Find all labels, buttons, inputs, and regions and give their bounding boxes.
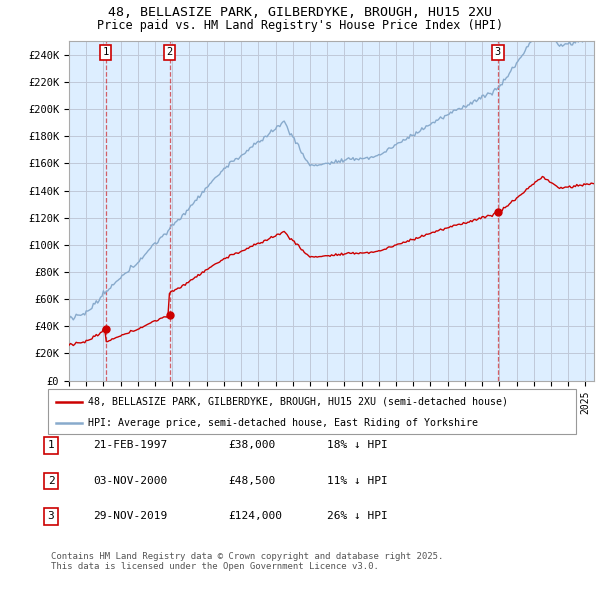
Text: £48,500: £48,500 xyxy=(228,476,275,486)
Text: 11% ↓ HPI: 11% ↓ HPI xyxy=(327,476,388,486)
Text: 48, BELLASIZE PARK, GILBERDYKE, BROUGH, HU15 2XU: 48, BELLASIZE PARK, GILBERDYKE, BROUGH, … xyxy=(108,6,492,19)
Text: 3: 3 xyxy=(494,47,501,57)
Text: 48, BELLASIZE PARK, GILBERDYKE, BROUGH, HU15 2XU (semi-detached house): 48, BELLASIZE PARK, GILBERDYKE, BROUGH, … xyxy=(88,397,508,407)
Text: £38,000: £38,000 xyxy=(228,441,275,450)
Text: 03-NOV-2000: 03-NOV-2000 xyxy=(93,476,167,486)
Text: 26% ↓ HPI: 26% ↓ HPI xyxy=(327,512,388,521)
Text: 3: 3 xyxy=(47,512,55,521)
Text: 2: 2 xyxy=(166,47,173,57)
Text: 1: 1 xyxy=(47,441,55,450)
Text: 2: 2 xyxy=(47,476,55,486)
Text: 18% ↓ HPI: 18% ↓ HPI xyxy=(327,441,388,450)
Text: £124,000: £124,000 xyxy=(228,512,282,521)
Text: Contains HM Land Registry data © Crown copyright and database right 2025.
This d: Contains HM Land Registry data © Crown c… xyxy=(51,552,443,571)
Text: 21-FEB-1997: 21-FEB-1997 xyxy=(93,441,167,450)
Text: HPI: Average price, semi-detached house, East Riding of Yorkshire: HPI: Average price, semi-detached house,… xyxy=(88,418,478,428)
Text: 29-NOV-2019: 29-NOV-2019 xyxy=(93,512,167,521)
Text: 1: 1 xyxy=(103,47,109,57)
FancyBboxPatch shape xyxy=(48,389,576,434)
Text: Price paid vs. HM Land Registry's House Price Index (HPI): Price paid vs. HM Land Registry's House … xyxy=(97,19,503,32)
